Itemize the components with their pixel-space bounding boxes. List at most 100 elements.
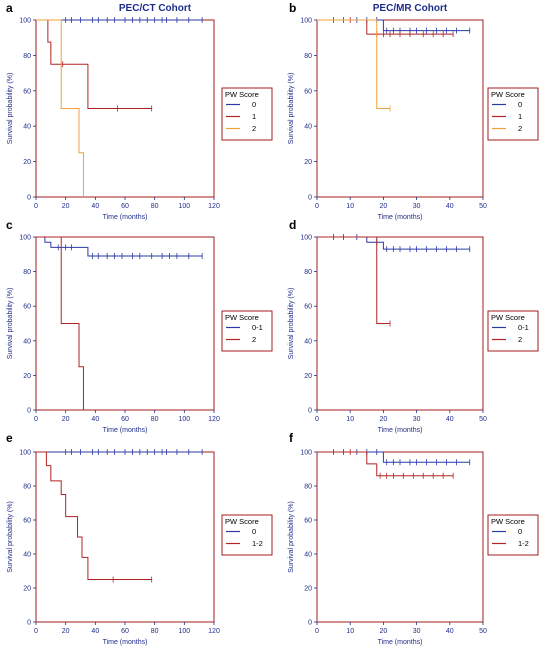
y-tick-label: 20 [304,586,312,593]
x-tick-label: 20 [62,628,70,635]
panel-letter-d: d [289,218,296,232]
legend-label-0: 0 [252,100,256,109]
x-axis-title: Time (months) [378,639,423,646]
x-tick-label: 60 [121,416,129,423]
legend-label-1-2: 1-2 [518,539,529,548]
y-tick-label: 40 [23,552,31,559]
x-tick-label: 40 [446,416,454,423]
legend-title: PW Score [491,517,525,526]
column-title-pec-ct: PEC/CT Cohort [119,3,192,14]
legend-label-0: 0 [518,100,522,109]
legend-label-0-1: 0-1 [252,323,263,332]
y-tick-label: 0 [308,620,312,627]
y-axis-title: Survival probability (%) [7,73,14,145]
panel-letter-a: a [6,1,13,15]
panel-letter-e: e [6,431,13,445]
y-tick-label: 60 [304,88,312,95]
x-tick-label: 80 [151,416,159,423]
survival-curve-2 [317,19,391,109]
legend-label-0-1: 0-1 [518,323,529,332]
survival-curve-2 [36,236,84,410]
survival-curve-1-2 [317,451,454,477]
survival-curve-2 [36,19,84,197]
x-tick-label: 80 [151,203,159,210]
legend-title: PW Score [225,313,259,322]
x-tick-label: 120 [208,628,220,635]
y-tick-label: 20 [23,373,31,380]
y-tick-label: 20 [304,159,312,166]
y-tick-label: 80 [304,53,312,60]
y-tick-label: 80 [304,269,312,276]
y-tick-label: 60 [304,518,312,525]
panel-c: c 0 20 40 60 80 100 120 0 20 40 60 80 100 Time (months… [6,218,273,434]
y-tick-label: 20 [23,586,31,593]
y-axis-title: Survival probability (%) [7,288,14,360]
y-tick-label: 20 [23,159,31,166]
x-tick-label: 0 [315,628,319,635]
legend-box [221,87,273,141]
y-tick-label: 40 [23,338,31,345]
x-tick-label: 0 [315,203,319,210]
y-axis-title: Survival probability (%) [288,288,295,360]
x-tick-label: 20 [380,628,388,635]
y-tick-label: 60 [23,88,31,95]
x-tick-label: 20 [380,416,388,423]
y-tick-label: 100 [300,450,312,457]
y-tick-label: 60 [304,304,312,311]
plot-frame [35,451,215,623]
x-tick-label: 100 [178,203,190,210]
x-tick-label: 40 [446,628,454,635]
y-axis-title: Survival probability (%) [288,73,295,145]
y-tick-label: 100 [19,235,31,242]
x-axis-title: Time (months) [103,214,148,221]
y-tick-label: 80 [23,269,31,276]
survival-curve-2 [317,236,391,324]
panel-letter-b: b [289,1,296,15]
x-tick-label: 30 [413,628,421,635]
legend-label-2: 2 [518,124,522,133]
y-tick-label: 0 [27,195,31,202]
x-tick-label: 60 [121,628,129,635]
legend-title: PW Score [225,90,259,99]
y-tick-label: 0 [27,620,31,627]
x-tick-label: 100 [178,628,190,635]
x-tick-label: 20 [380,203,388,210]
x-axis-title: Time (months) [103,639,148,646]
x-tick-label: 20 [62,203,70,210]
y-axis-title: Survival probability (%) [7,501,14,573]
column-title-pec-mr: PEC/MR Cohort [373,3,448,14]
legend-box [221,310,273,352]
panel-f: f 0 10 20 30 40 50 0 20 40 60 80 100 Time (months) Sur… [288,431,539,646]
x-tick-label: 40 [91,628,99,635]
legend-box [487,87,539,141]
x-tick-label: 120 [208,203,220,210]
plot-frame [316,236,484,411]
panel-letter-f: f [289,431,294,445]
x-tick-label: 50 [479,203,487,210]
x-tick-label: 120 [208,416,220,423]
x-tick-label: 40 [91,416,99,423]
y-tick-label: 20 [304,373,312,380]
x-axis-title: Time (months) [378,214,423,221]
legend-label-0: 0 [518,527,522,536]
panel-e: e 0 20 40 60 80 100 120 0 20 40 60 80 100 Time (months… [6,431,273,646]
legend-box [221,514,273,556]
x-tick-label: 80 [151,628,159,635]
x-tick-label: 0 [34,416,38,423]
x-tick-label: 0 [315,416,319,423]
x-tick-label: 20 [62,416,70,423]
y-tick-label: 100 [300,18,312,25]
legend-label-0: 0 [252,527,256,536]
panel-d: d 0 10 20 30 40 50 0 20 40 60 80 100 Time (months) Sur… [288,218,539,434]
legend-title: PW Score [225,517,259,526]
x-tick-label: 60 [121,203,129,210]
x-tick-label: 100 [178,416,190,423]
survival-curve-1 [317,19,454,35]
legend-title: PW Score [491,90,525,99]
